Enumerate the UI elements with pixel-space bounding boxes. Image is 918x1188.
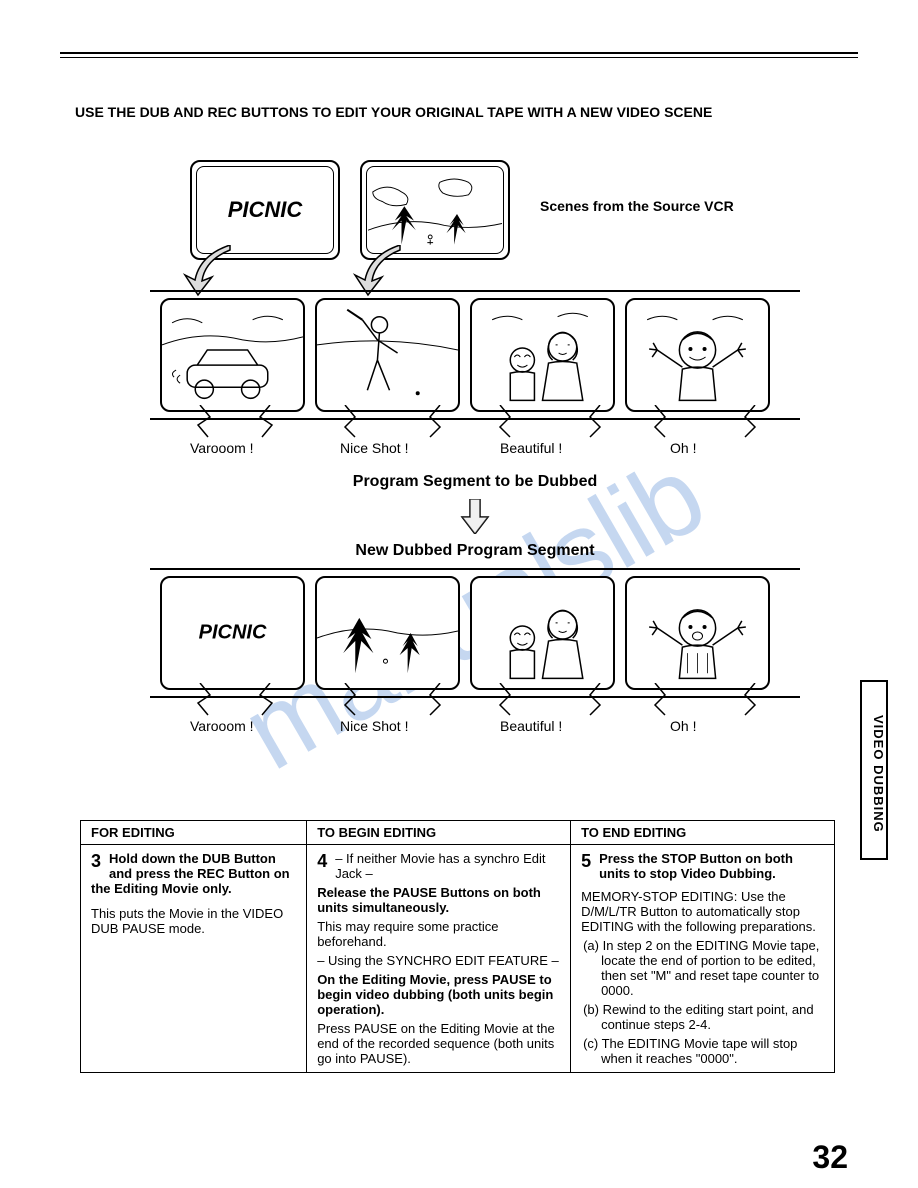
- page-number: 32: [812, 1139, 848, 1176]
- cap1-1: Varooom !: [190, 440, 254, 456]
- cap1-2: Nice Shot !: [340, 440, 408, 456]
- seg2-picnic: PICNIC: [160, 576, 305, 690]
- diagram: PICNIC Scenes from the Source VCR: [150, 160, 800, 698]
- seg1-car: [160, 298, 305, 412]
- step-4-l2: This may require some practice beforehan…: [317, 919, 560, 949]
- step-5-b: (b) Rewind to the editing start point, a…: [581, 1002, 824, 1032]
- segment-row-2: PICNIC: [150, 568, 800, 698]
- kid-icon-2: [627, 578, 768, 688]
- th-begin: TO BEGIN EDITING: [307, 821, 571, 845]
- step-5-num: 5: [581, 851, 591, 872]
- source-tv-scene: [360, 160, 510, 260]
- step-3-text: This puts the Movie in the VIDEO DUB PAU…: [91, 906, 296, 936]
- step-3-bold: Hold down the DUB Button and press the R…: [91, 851, 290, 896]
- cell-for-editing: 3 Hold down the DUB Button and press the…: [81, 845, 307, 1073]
- cap1-4: Oh !: [670, 440, 696, 456]
- source-tv-picnic: PICNIC: [190, 160, 340, 260]
- couple-icon-2: [472, 578, 613, 688]
- step-4-b1: Release the PAUSE Buttons on both units …: [317, 885, 560, 915]
- step-5-c: (c) The EDITING Movie tape will stop whe…: [581, 1036, 824, 1066]
- golfer-icon: [317, 300, 458, 410]
- down-arrow-icon: [460, 499, 490, 534]
- step-3-num: 3: [91, 851, 101, 872]
- mid-label-2: New Dubbed Program Segment: [150, 542, 800, 560]
- car-scene-icon: [162, 300, 303, 410]
- picnic-label: PICNIC: [228, 197, 303, 223]
- scene-landscape-icon: [368, 168, 502, 254]
- segment-row-1: [150, 290, 800, 420]
- kid-icon: [627, 300, 768, 410]
- seg1-couple: [470, 298, 615, 412]
- step-4-b2: On the Editing Movie, press PAUSE to beg…: [317, 972, 560, 1017]
- th-for-editing: FOR EDITING: [81, 821, 307, 845]
- instruction-table: FOR EDITING TO BEGIN EDITING TO END EDIT…: [80, 820, 835, 1073]
- top-rule: [60, 52, 858, 58]
- seg1-golf: [315, 298, 460, 412]
- cap1-3: Beautiful !: [500, 440, 562, 456]
- source-vcr-label: Scenes from the Source VCR: [540, 198, 734, 214]
- step-4-num: 4: [317, 851, 327, 872]
- trees-scene-icon: [317, 578, 458, 688]
- th-end: TO END EDITING: [571, 821, 835, 845]
- cap2-1: Varooom !: [190, 718, 254, 734]
- source-row: PICNIC Scenes from the Source VCR: [150, 160, 800, 290]
- cap2-3: Beautiful !: [500, 718, 562, 734]
- seg2-kid: [625, 576, 770, 690]
- step-5-b1: Press the STOP Button on both units to s…: [599, 851, 793, 881]
- step-5-a: (a) In step 2 on the EDITING Movie tape,…: [581, 938, 824, 998]
- picnic-label-2: PICNIC: [199, 622, 267, 645]
- cell-begin: 4 – If neither Movie has a synchro Edit …: [307, 845, 571, 1073]
- step-4-l4: Press PAUSE on the Editing Movie at the …: [317, 1021, 560, 1066]
- segment1-wrap: Varooom ! Nice Shot ! Beautiful ! Oh !: [150, 290, 800, 420]
- segment2-wrap: PICNIC: [150, 568, 800, 698]
- cap2-4: Oh !: [670, 718, 696, 734]
- main-heading: USE THE DUB AND REC BUTTONS TO EDIT YOUR…: [75, 104, 858, 120]
- mid-label-1: Program Segment to be Dubbed: [150, 473, 800, 491]
- side-tab: VIDEO DUBBING: [860, 680, 888, 860]
- couple-icon: [472, 300, 613, 410]
- seg1-kid: [625, 298, 770, 412]
- step-4-l3: – Using the SYNCHRO EDIT FEATURE –: [317, 953, 560, 968]
- step-5-l1: MEMORY-STOP EDITING: Use the D/M/L/TR Bu…: [581, 889, 824, 934]
- seg2-couple: [470, 576, 615, 690]
- cell-end: 5 Press the STOP Button on both units to…: [571, 845, 835, 1073]
- step-4-l1: – If neither Movie has a synchro Edit Ja…: [335, 851, 545, 881]
- seg2-trees: [315, 576, 460, 690]
- cap2-2: Nice Shot !: [340, 718, 408, 734]
